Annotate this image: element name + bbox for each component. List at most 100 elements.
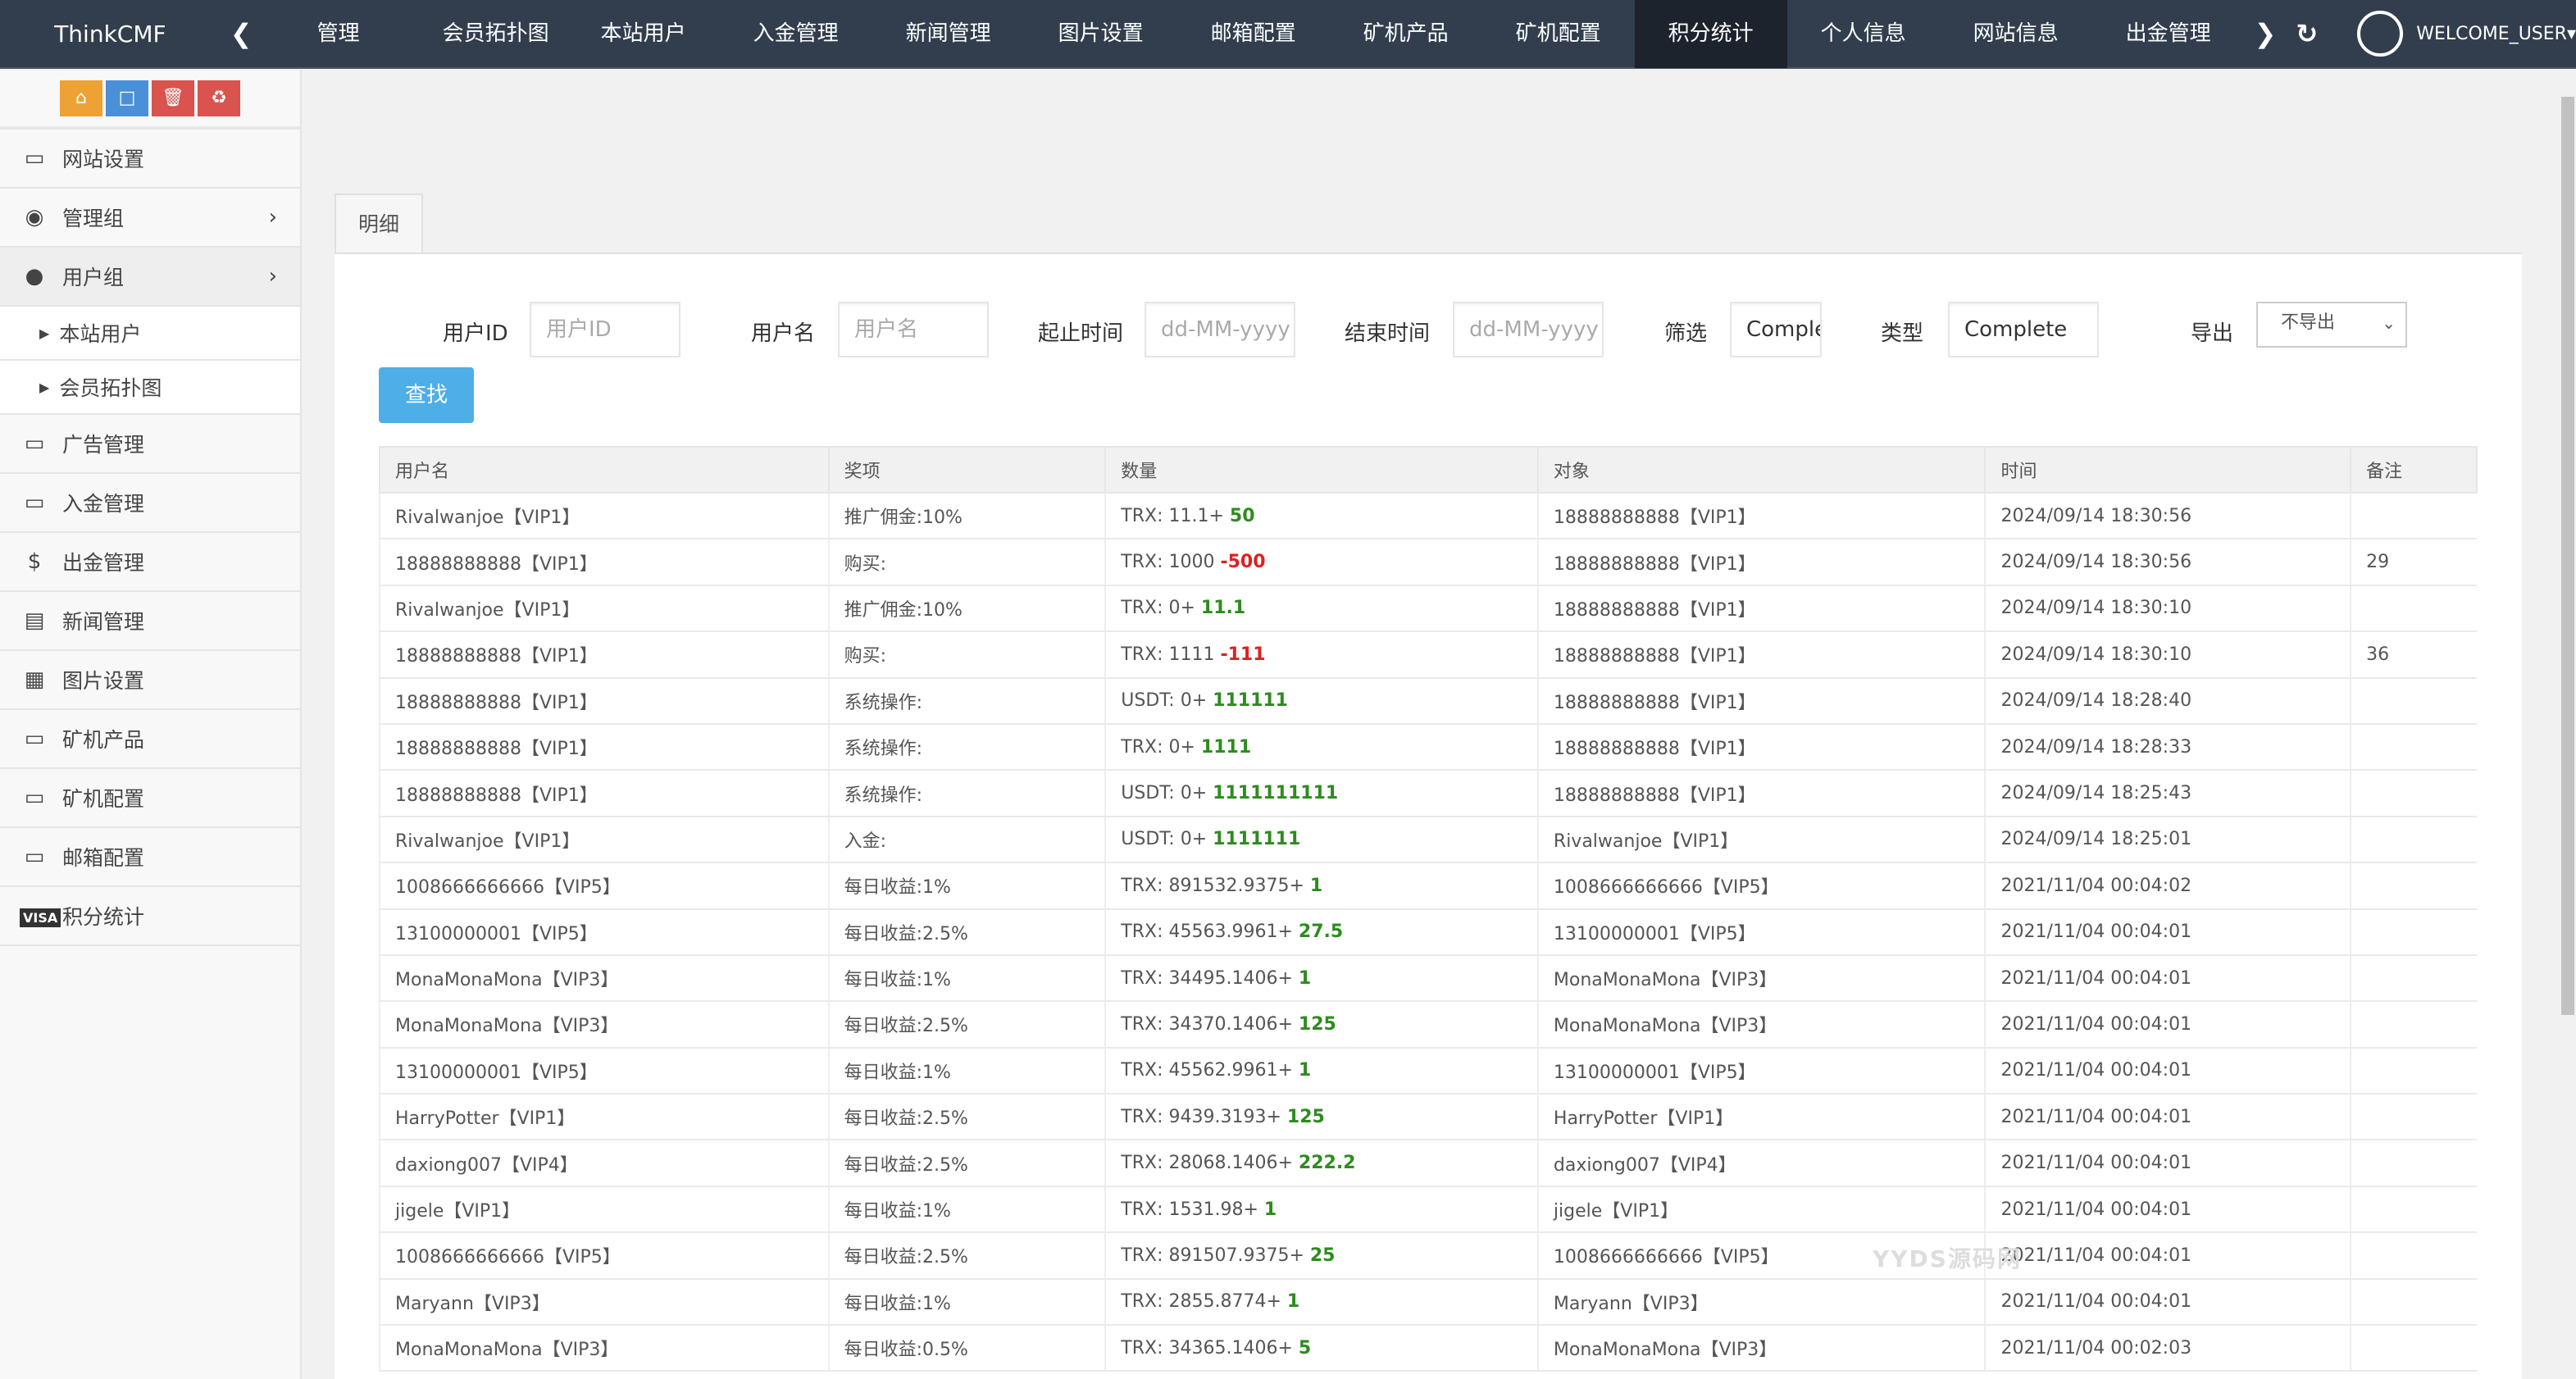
trash-icon[interactable]: 🗑	[152, 80, 194, 116]
cell-username: Rivalwanjoe【VIP1】	[379, 585, 829, 633]
cell-remark	[2350, 1140, 2477, 1187]
sidebar-item[interactable]: ▦ 图片设置	[0, 651, 300, 710]
nav-next-icon[interactable]: ❯	[2254, 18, 2277, 49]
export-select[interactable]: 不导出 ⌄	[2256, 302, 2407, 348]
cell-target: 13100000001【VIP5】	[1536, 1047, 1986, 1095]
cell-award: 每日收益:1%	[827, 1278, 1106, 1327]
scrollbar-thumb[interactable]	[2561, 97, 2574, 1015]
cell-remark	[2350, 493, 2477, 540]
sidebar-item-label: 邮箱配置	[62, 846, 145, 870]
table-row: jigele【VIP1】 每日收益:1% TRX: 1531.98+ 1 jigele…	[379, 1186, 2477, 1234]
nav-item[interactable]: 矿机产品	[1363, 21, 1449, 46]
amount-change: -500	[1220, 552, 1266, 573]
userid-input[interactable]: 用户ID	[530, 302, 680, 357]
nav-item[interactable]: 本站用户	[600, 21, 686, 46]
column-header: 奖项	[827, 446, 1107, 494]
column-header: 用户名	[379, 446, 830, 494]
sidebar-item[interactable]: ● 用户组 ›	[0, 248, 300, 307]
nav-item[interactable]: 网站信息	[1973, 21, 2059, 46]
nav-item[interactable]: 新闻管理	[905, 21, 991, 46]
cell-remark	[2350, 677, 2477, 725]
amount-base: TRX: 2855.8774+	[1121, 1291, 1287, 1313]
nav-item[interactable]: 入金管理	[753, 21, 839, 46]
nav-item[interactable]: 积分统计	[1634, 0, 1787, 68]
refresh-icon[interactable]: ↻	[2296, 18, 2319, 49]
table-row: HarryPotter【VIP1】 每日收益:2.5% TRX: 9439.3193…	[379, 1094, 2477, 1141]
start-date-input[interactable]: dd-MM-yyyy	[1145, 302, 1295, 357]
amount-base: USDT: 0+	[1121, 783, 1213, 804]
user-menu[interactable]: WELCOME_USER ▾	[2357, 11, 2576, 57]
cell-remark	[2350, 816, 2477, 864]
cell-time: 2021/11/04 00:04:01	[1984, 908, 2351, 956]
amount-change: 125	[1298, 1013, 1336, 1035]
sidebar-item[interactable]: $ 出金管理	[0, 533, 300, 592]
sidebar-item[interactable]: ◉ 管理组 ›	[0, 189, 300, 248]
sidebar-item[interactable]: ▭ 网站设置	[0, 130, 300, 189]
recycle-icon[interactable]: ♻	[198, 80, 240, 116]
filter-input[interactable]: Comple	[1730, 302, 1822, 357]
cell-target: Rivalwanjoe【VIP1】	[1536, 816, 1986, 864]
newspaper-icon: ▤	[24, 608, 45, 633]
cell-time: 2024/09/14 18:28:40	[1984, 677, 2351, 725]
nav-item[interactable]: 邮箱配置	[1210, 21, 1296, 46]
sidebar-item[interactable]: VISA 积分统计	[0, 887, 300, 946]
sidebar-item[interactable]: ▤ 新闻管理	[0, 592, 300, 651]
sidebar-subitem[interactable]: ▶ 本站用户	[0, 307, 300, 361]
cell-target: 18888888888【VIP1】	[1536, 677, 1986, 725]
cell-amount: TRX: 0+ 11.1	[1104, 585, 1538, 633]
home-icon[interactable]: ⌂	[60, 80, 102, 116]
sidebar-subitem[interactable]: ▶ 会员拓扑图	[0, 361, 300, 415]
sidebar-item[interactable]: ▭ 广告管理	[0, 415, 300, 474]
nav-prev-icon[interactable]: ❮	[230, 18, 253, 49]
cell-amount: TRX: 34370.1406+ 125	[1104, 1001, 1538, 1049]
sidebar-item-label: 网站设置	[62, 148, 145, 171]
cell-time: 2024/09/14 18:30:10	[1984, 585, 2351, 633]
nav-item[interactable]: 出金管理	[2125, 21, 2211, 46]
sidebar-subitem-label: 本站用户	[59, 322, 142, 346]
amount-base: TRX: 891507.9375+	[1121, 1245, 1310, 1266]
cell-award: 推广佣金:10%	[827, 585, 1106, 633]
cell-username: daxiong007【VIP4】	[379, 1140, 829, 1187]
search-button[interactable]: 查找	[379, 367, 474, 423]
end-date-input[interactable]: dd-MM-yyyy	[1453, 302, 1604, 357]
sidebar: ⌂ □ 🗑 ♻ ▭ 网站设置 ◉ 管理组 › ● 用户组 › ▶ 本站用户 ▶ 会员拓扑图 ▭ 广告管理 ▭…	[0, 71, 302, 1379]
cell-award: 每日收益:2.5%	[827, 1232, 1106, 1280]
nav-item[interactable]: 个人信息	[1820, 21, 1906, 46]
cell-target: daxiong007【VIP4】	[1536, 1140, 1986, 1187]
sidebar-item-label: 新闻管理	[62, 610, 145, 634]
nav-item[interactable]: 矿机配置	[1515, 21, 1601, 46]
table-row: 18888888888【VIP1】 系统操作: USDT: 0+ 111111 188…	[379, 677, 2477, 725]
cell-username: 18888888888【VIP1】	[379, 677, 829, 725]
sidebar-item[interactable]: ▭ 矿机配置	[0, 769, 300, 828]
scrollbar[interactable]	[2560, 71, 2576, 1379]
cell-award: 每日收益:1%	[827, 954, 1106, 1003]
type-input[interactable]: Complete	[1948, 302, 2099, 357]
cell-target: 18888888888【VIP1】	[1536, 631, 1986, 679]
chevron-down-icon: ⌄	[2382, 313, 2396, 333]
cell-amount: TRX: 11.1+ 50	[1104, 493, 1538, 540]
amount-change: 1	[1286, 1291, 1300, 1313]
nav-item[interactable]: 管理	[316, 21, 360, 46]
file-icon[interactable]: □	[106, 80, 148, 116]
end-date-label: 结束时间	[1345, 321, 1431, 346]
records-table: 用户名 奖项 数量 对象 时间 备注 Rivalwanjoe【VIP1】 推广佣金:10% T…	[379, 446, 2478, 1372]
nav-item[interactable]: 图片设置	[1058, 21, 1144, 46]
tab-detail[interactable]: 明细	[335, 193, 423, 254]
username-input[interactable]: 用户名	[838, 302, 989, 357]
amount-change: 11.1	[1200, 598, 1246, 619]
sidebar-item[interactable]: ▭ 矿机产品	[0, 710, 300, 769]
table-row: MonaMonaMona【VIP3】 每日收益:1% TRX: 34495.1406…	[379, 954, 2477, 1003]
cell-time: 2024/09/14 18:25:43	[1984, 770, 2351, 817]
cell-remark	[2350, 1094, 2477, 1141]
cell-target: MonaMonaMona【VIP3】	[1536, 1325, 1986, 1372]
sidebar-item[interactable]: ▭ 入金管理	[0, 474, 300, 533]
sidebar-item-label: 出金管理	[62, 551, 145, 575]
cell-time: 2024/09/14 18:30:10	[1984, 631, 2351, 679]
user-icon: ●	[25, 264, 44, 289]
sidebar-item[interactable]: ▭ 邮箱配置	[0, 828, 300, 887]
brand-logo[interactable]: ThinkCMF	[54, 20, 166, 48]
cell-remark	[2350, 1047, 2477, 1095]
monitor-icon: ▭	[24, 785, 45, 810]
nav-item[interactable]: 会员拓扑图	[442, 21, 549, 46]
monitor-icon: ▭	[24, 146, 45, 171]
